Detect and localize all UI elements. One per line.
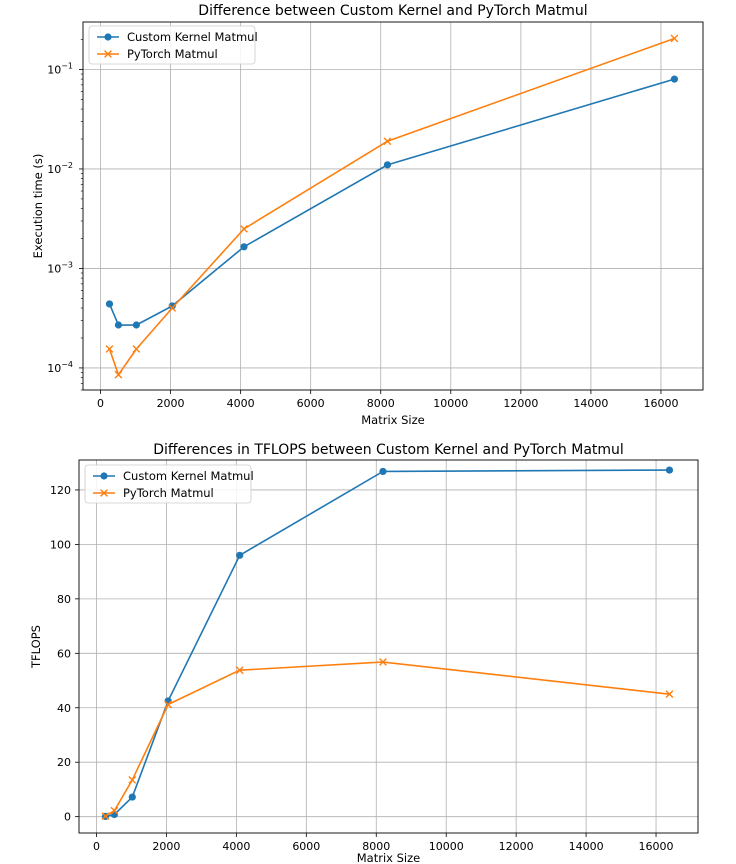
data-point [379,658,387,666]
y-tick-label: 10−2 [47,161,73,176]
data-point [164,700,173,709]
x-tick-label: 16000 [639,840,674,853]
x-tick-label: 4000 [222,840,250,853]
y-tick-base: 10 [47,63,61,76]
data-point [168,302,176,310]
data-point [240,224,248,233]
data-point [132,345,141,353]
data-point [128,793,136,801]
y-tick-label: 0 [64,811,71,824]
legend: Custom Kernel Matmul PyTorch Matmul [88,25,258,65]
y-axis: 0 20 40 60 80 100 120 [50,484,79,824]
y-tick-base: 10 [47,163,61,176]
x-tick-label: 0 [97,397,104,410]
legend-label: PyTorch Matmul [123,486,214,500]
y-tick-label: 60 [57,647,71,660]
chart-panel-1: 0 2000 4000 6000 8000 10000 12000 14000 1600010−… [31,3,704,427]
y-axis-label: TFLOPS [29,625,43,669]
x-tick-label: 12000 [503,397,538,410]
series-line [105,661,670,817]
data-point [383,161,392,169]
data-point [379,467,387,476]
y-tick-label: 10−4 [47,360,73,375]
y-tick-label: 10−1 [47,61,73,76]
x-tick-label: 8000 [367,397,395,410]
x-axis-label: Matrix Size [357,851,420,864]
y-tick-label: 40 [57,702,71,715]
x-tick-label: 2000 [157,397,185,410]
y-tick-label: 80 [57,593,71,606]
x-tick-label: 14000 [569,840,604,853]
data-point [105,300,114,308]
data-point [383,137,392,146]
data-point [240,243,248,251]
legend-marker [104,50,112,58]
series-line [108,78,675,326]
x-tick-label: 12000 [499,840,534,853]
x-tick-label: 16000 [643,397,678,410]
x-tick-label: 14000 [573,397,608,410]
x-tick-label: 6000 [292,840,320,853]
data-point [128,776,137,784]
data-point [665,466,674,474]
x-axis-label: Matrix Size [361,413,424,427]
series-line [105,469,670,818]
y-axis-label: Execution time (s) [31,154,45,259]
chart-title: Differences in TFLOPS between Custom Ker… [153,442,624,458]
data-point [101,812,110,821]
data-point [670,75,679,83]
series-custom-kernel [101,466,674,820]
y-tick-label: 120 [50,484,71,497]
legend-box [88,25,256,65]
legend-box [84,464,252,504]
y-tick-label: 100 [50,538,71,551]
y-tick-base: 10 [47,262,61,275]
x-tick-label: 8000 [362,840,390,853]
grid [79,460,698,833]
legend-label: Custom Kernel Matmul [123,469,254,483]
series-pytorch [101,658,674,821]
series-pytorch [105,34,679,379]
y-tick-exponent: −2 [61,161,73,170]
legend: Custom Kernel Matmul PyTorch Matmul [84,464,254,504]
y-tick-exponent: −3 [61,260,73,269]
grid [83,22,703,390]
data-point [105,345,114,353]
legend-label: PyTorch Matmul [127,47,218,61]
x-tick-label: 4000 [227,397,255,410]
data-point [114,321,123,329]
legend-label: Custom Kernel Matmul [127,30,258,44]
legend-marker [100,472,108,480]
x-axis: 0 2000 4000 6000 8000 10000 12000 14000 16000 [97,390,678,410]
data-point [114,370,123,379]
data-point [168,304,177,312]
data-point [670,34,679,43]
y-tick-label: 10−3 [47,260,73,275]
series-line [108,37,675,377]
legend-marker [104,33,112,41]
x-axis: 0 2000 4000 6000 8000 10000 12000 14000 16000 [93,833,674,853]
legend-marker [100,489,108,497]
y-tick-base: 10 [47,362,61,375]
x-tick-label: 2000 [152,840,180,853]
x-tick-label: 10000 [433,397,468,410]
data-point [665,690,674,699]
y-tick-exponent: −4 [61,360,73,369]
data-point [235,666,244,675]
data-point [110,806,119,815]
chart-title: Difference between Custom Kernel and PyT… [198,3,587,19]
chart-panel-2: 0 2000 4000 6000 8000 10000 12000 14000 16000 0 20… [29,442,699,864]
plot-frame [78,459,699,834]
x-tick-label: 10000 [429,840,464,853]
data-point [236,551,244,559]
plot-frame [82,21,704,391]
y-tick-label: 20 [57,756,71,769]
x-tick-label: 6000 [297,397,325,410]
data-point [132,321,140,329]
x-tick-label: 0 [93,840,100,853]
series-custom-kernel [105,75,679,329]
y-axis: 10−410−310−210−1 [47,39,83,391]
y-tick-exponent: −1 [61,61,73,70]
